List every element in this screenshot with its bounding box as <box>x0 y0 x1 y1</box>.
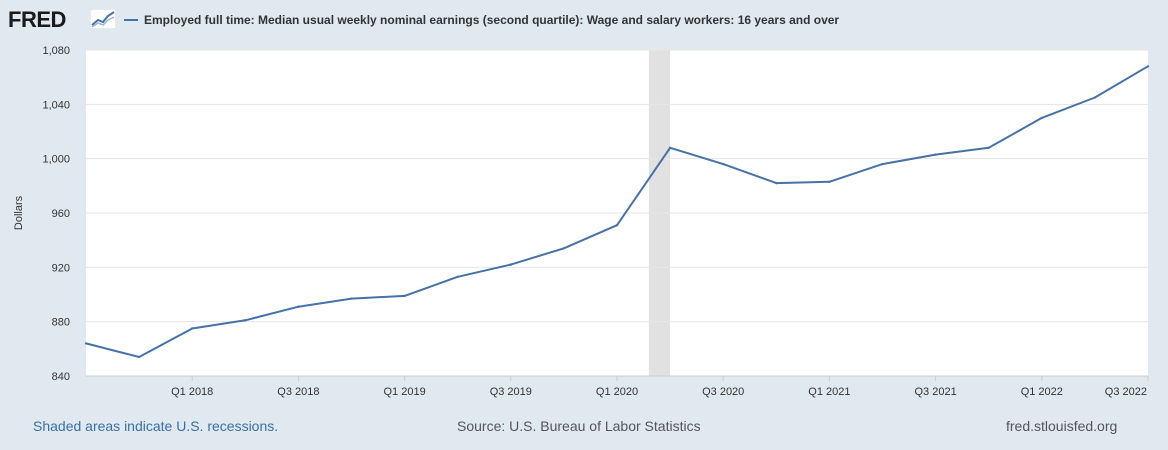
data-point[interactable] <box>881 162 884 166</box>
series-layer <box>84 65 1150 359</box>
data-point[interactable] <box>615 224 619 227</box>
y-axis: 840 880 920 960 1,000 1,040 1,080 <box>42 45 70 383</box>
x-tick-label: Q1 2018 <box>171 386 213 398</box>
data-point[interactable] <box>775 181 778 185</box>
data-point[interactable] <box>722 162 725 166</box>
data-point[interactable] <box>1146 65 1150 68</box>
y-tick-label: 1,000 <box>42 154 70 166</box>
data-point[interactable] <box>934 153 937 156</box>
data-point[interactable] <box>1040 116 1044 120</box>
legend-series-swatch <box>124 19 138 21</box>
data-point[interactable] <box>191 327 194 330</box>
y-tick-label: 880 <box>52 317 70 329</box>
data-point[interactable] <box>244 319 247 322</box>
data-point[interactable] <box>297 305 300 308</box>
x-tick-label: Q3 2022 <box>1105 386 1147 398</box>
y-tick-label: 920 <box>52 262 70 274</box>
trend-chart-icon <box>90 9 116 29</box>
chart-footer: Shaded areas indicate U.S. recessions. S… <box>0 412 1168 442</box>
data-point[interactable] <box>668 146 672 149</box>
y-axis-title: Dollars <box>13 195 25 230</box>
x-tick-label: Q1 2019 <box>383 386 425 398</box>
data-point[interactable] <box>456 275 459 279</box>
chart-legend: Employed full time: Median usual weekly … <box>124 12 839 28</box>
data-point[interactable] <box>350 297 353 300</box>
recession-note: Shaded areas indicate U.S. recessions. <box>33 418 279 434</box>
x-tick-label: Q3 2019 <box>490 386 532 398</box>
legend-series-label: Employed full time: Median usual weekly … <box>144 13 840 27</box>
data-point[interactable] <box>828 180 831 183</box>
y-tick-label: 840 <box>52 371 70 383</box>
y-tick-label: 1,080 <box>42 45 70 57</box>
x-tick-label: Q1 2022 <box>1021 386 1063 398</box>
data-point[interactable] <box>403 294 406 298</box>
x-tick-label: Q1 2020 <box>596 386 638 398</box>
x-tick-label: Q3 2020 <box>702 386 744 398</box>
y-tick-label: 960 <box>52 208 70 220</box>
y-tick-label: 1,040 <box>42 99 70 111</box>
x-tick-label: Q3 2018 <box>277 386 319 398</box>
x-axis: Q1 2018 Q3 2018 Q1 2019 Q3 2019 Q1 2020 Q3 20… <box>86 375 1149 398</box>
fred-logo-text: FRED <box>8 7 66 32</box>
data-point[interactable] <box>84 342 88 345</box>
data-point[interactable] <box>987 146 990 149</box>
data-point[interactable] <box>562 247 566 250</box>
x-tick-label: Q3 2021 <box>914 386 956 398</box>
data-point[interactable] <box>1093 96 1097 99</box>
site-link[interactable]: fred.stlouisfed.org <box>1006 418 1118 434</box>
chart-header: FRED Employed full time: Median usual we… <box>0 0 1168 40</box>
data-point[interactable] <box>137 355 141 359</box>
source-note: Source: U.S. Bureau of Labor Statistics <box>457 418 701 434</box>
data-point[interactable] <box>509 263 512 266</box>
x-tick-label: Q1 2021 <box>808 386 850 398</box>
